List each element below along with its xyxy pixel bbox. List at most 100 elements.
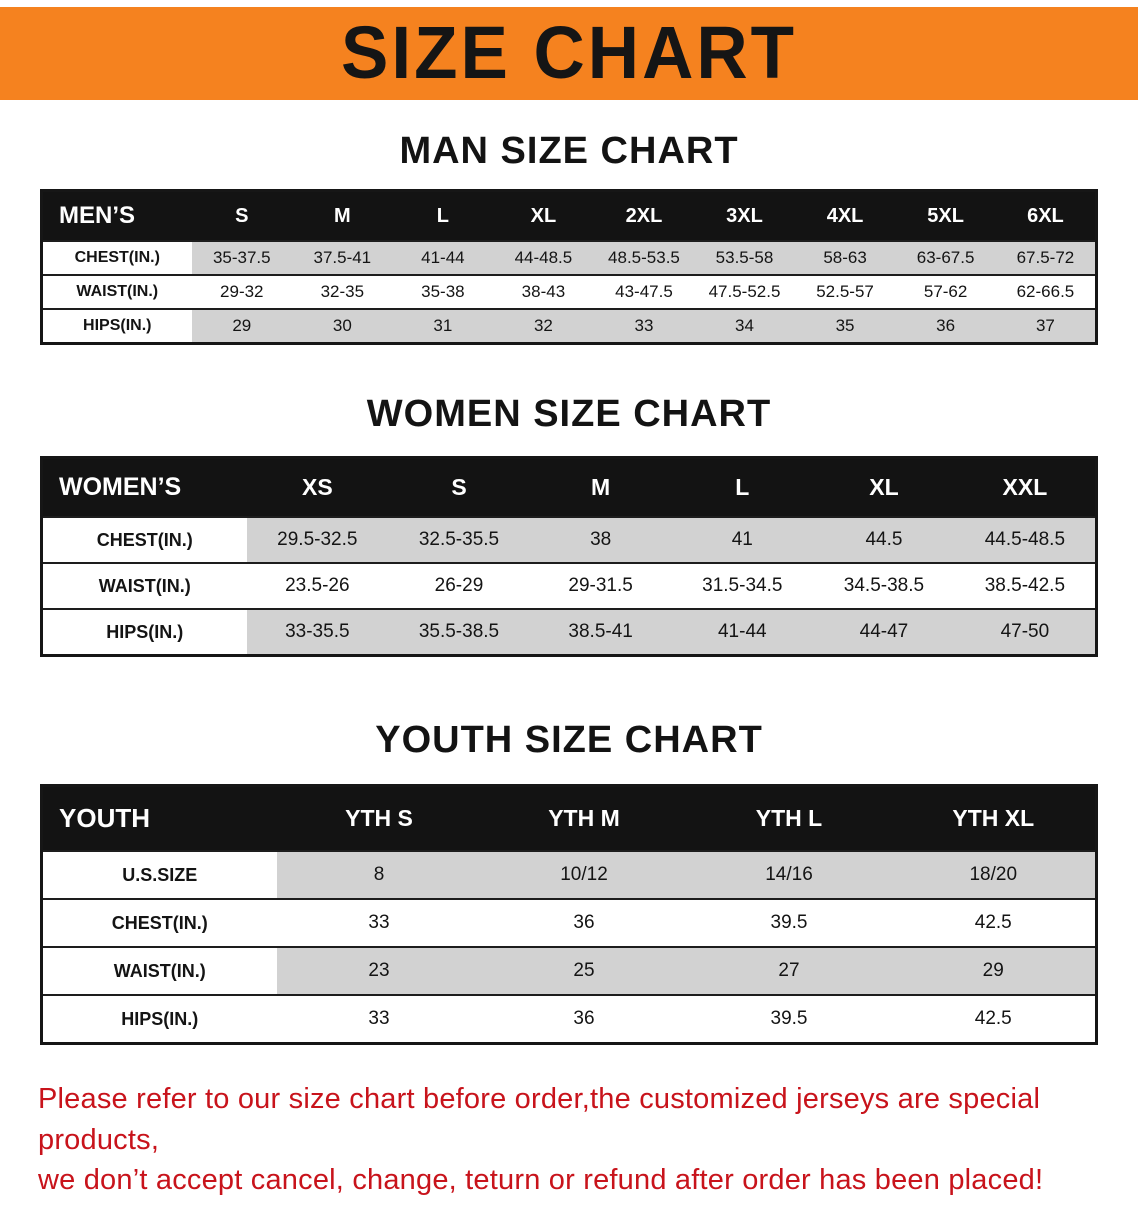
measurement-row: WAIST(IN.) 29-32 32-35 35-38 38-43 43-47.5 47.… — [41, 275, 1097, 309]
size-value-cell: 36 — [895, 309, 996, 344]
size-chart-page: SIZE CHART MAN SIZE CHART MEN’S S M L XL 2XL 3… — [0, 7, 1138, 1201]
size-value-cell: 33 — [593, 309, 695, 344]
size-value-cell: 63-67.5 — [895, 241, 996, 275]
size-value-cell: 38 — [529, 517, 672, 563]
size-column-header: M — [529, 457, 672, 517]
row-label: CHEST(IN.) — [41, 517, 247, 563]
size-value-cell: 34.5-38.5 — [813, 563, 955, 609]
disclaimer-line-2: we don’t accept cancel, change, teturn o… — [38, 1164, 1044, 1197]
size-value-cell: 38-43 — [493, 275, 594, 309]
size-value-cell: 32 — [493, 309, 594, 344]
measurement-row: WAIST(IN.) 23 25 27 29 — [41, 947, 1097, 995]
women-size-table: WOMEN’S XS S M L XL XXL CHEST(IN.) 29.5-32.5 32.5… — [40, 456, 1098, 657]
size-value-cell: 32.5-35.5 — [388, 517, 530, 563]
size-value-cell: 23.5-26 — [246, 563, 389, 609]
size-value-cell: 39.5 — [686, 995, 892, 1044]
measurement-row: WAIST(IN.) 23.5-26 26-29 29-31.5 31.5-34.5 34… — [41, 563, 1097, 609]
size-column-header: 2XL — [593, 190, 695, 241]
size-value-cell: 48.5-53.5 — [593, 241, 695, 275]
size-value-cell: 14/16 — [686, 851, 892, 899]
size-value-cell: 37 — [995, 309, 1097, 344]
size-value-cell: 44-47 — [813, 609, 955, 656]
man-size-section: MAN SIZE CHART MEN’S S M L XL 2XL 3XL 4XL 5XL 6XL… — [0, 130, 1138, 345]
measurement-row: CHEST(IN.) 33 36 39.5 42.5 — [41, 899, 1097, 947]
size-value-cell: 38.5-42.5 — [954, 563, 1097, 609]
size-value-cell: 30 — [292, 309, 393, 344]
size-value-cell: 29 — [891, 947, 1097, 995]
size-value-cell: 44.5-48.5 — [954, 517, 1097, 563]
row-label: CHEST(IN.) — [41, 899, 277, 947]
size-value-cell: 36 — [481, 995, 687, 1044]
size-value-cell: 38.5-41 — [529, 609, 672, 656]
man-size-heading: MAN SIZE CHART — [399, 130, 739, 172]
measurement-row: HIPS(IN.) 33 36 39.5 42.5 — [41, 995, 1097, 1044]
size-column-header: S — [388, 457, 530, 517]
size-value-cell: 44-48.5 — [493, 241, 594, 275]
size-value-cell: 57-62 — [895, 275, 996, 309]
size-value-cell: 32-35 — [292, 275, 393, 309]
table-title-cell: YOUTH — [41, 785, 277, 851]
size-column-header: L — [671, 457, 814, 517]
row-label: WAIST(IN.) — [41, 275, 192, 309]
size-column-header: XXL — [954, 457, 1097, 517]
size-value-cell: 23 — [276, 947, 482, 995]
size-value-cell: 43-47.5 — [593, 275, 695, 309]
size-value-cell: 58-63 — [794, 241, 896, 275]
size-column-header: YTH XL — [891, 785, 1097, 851]
row-label: HIPS(IN.) — [41, 995, 277, 1044]
title-banner: SIZE CHART — [0, 7, 1138, 100]
size-value-cell: 35.5-38.5 — [388, 609, 530, 656]
table-header-row: MEN’S S M L XL 2XL 3XL 4XL 5XL 6XL — [41, 190, 1097, 241]
row-label: CHEST(IN.) — [41, 241, 192, 275]
table-title-cell: MEN’S — [41, 190, 192, 241]
size-value-cell: 34 — [694, 309, 795, 344]
size-value-cell: 35-37.5 — [191, 241, 293, 275]
measurement-row: U.S.SIZE 8 10/12 14/16 18/20 — [41, 851, 1097, 899]
size-column-header: XS — [246, 457, 389, 517]
size-column-header: 3XL — [694, 190, 795, 241]
women-size-section: WOMEN SIZE CHART WOMEN’S XS S M L XL XXL CHEST(… — [0, 393, 1138, 657]
size-value-cell: 62-66.5 — [995, 275, 1097, 309]
size-column-header: XL — [493, 190, 594, 241]
row-label: U.S.SIZE — [41, 851, 277, 899]
size-value-cell: 41-44 — [392, 241, 494, 275]
size-value-cell: 47.5-52.5 — [694, 275, 795, 309]
row-label: WAIST(IN.) — [41, 947, 277, 995]
table-header-row: WOMEN’S XS S M L XL XXL — [41, 457, 1097, 517]
row-label: HIPS(IN.) — [41, 609, 247, 656]
disclaimer-note: Please refer to our size chart before or… — [38, 1079, 1100, 1201]
table-title-cell: WOMEN’S — [41, 457, 247, 517]
size-value-cell: 26-29 — [388, 563, 530, 609]
disclaimer-line-1: Please refer to our size chart before or… — [38, 1083, 1041, 1156]
size-column-header: M — [292, 190, 393, 241]
size-value-cell: 31 — [392, 309, 494, 344]
size-value-cell: 18/20 — [891, 851, 1097, 899]
size-value-cell: 44.5 — [813, 517, 955, 563]
size-value-cell: 27 — [686, 947, 892, 995]
measurement-row: CHEST(IN.) 29.5-32.5 32.5-35.5 38 41 44.5 44.5… — [41, 517, 1097, 563]
size-value-cell: 8 — [276, 851, 482, 899]
women-size-heading: WOMEN SIZE CHART — [366, 393, 772, 435]
size-value-cell: 47-50 — [954, 609, 1097, 656]
youth-size-table: YOUTH YTH S YTH M YTH L YTH XL U.S.SIZE 8 10/12… — [40, 784, 1098, 1045]
size-value-cell: 33 — [276, 899, 482, 947]
page-title: SIZE CHART — [341, 12, 797, 95]
size-value-cell: 39.5 — [686, 899, 892, 947]
size-column-header: 6XL — [995, 190, 1097, 241]
size-value-cell: 67.5-72 — [995, 241, 1097, 275]
size-value-cell: 29-32 — [191, 275, 293, 309]
size-value-cell: 42.5 — [891, 899, 1097, 947]
measurement-row: CHEST(IN.) 35-37.5 37.5-41 41-44 44-48.5 48.5… — [41, 241, 1097, 275]
size-column-header: YTH M — [481, 785, 687, 851]
size-column-header: YTH L — [686, 785, 892, 851]
size-column-header: XL — [813, 457, 955, 517]
size-column-header: L — [392, 190, 494, 241]
row-label: WAIST(IN.) — [41, 563, 247, 609]
size-column-header: 4XL — [794, 190, 896, 241]
size-value-cell: 35 — [794, 309, 896, 344]
size-value-cell: 52.5-57 — [794, 275, 896, 309]
size-value-cell: 37.5-41 — [292, 241, 393, 275]
youth-size-section: YOUTH SIZE CHART YOUTH YTH S YTH M YTH L YTH… — [0, 719, 1138, 1045]
youth-size-heading: YOUTH SIZE CHART — [375, 719, 763, 761]
man-size-table: MEN’S S M L XL 2XL 3XL 4XL 5XL 6XL CHEST(IN.) 35-37… — [40, 189, 1098, 345]
